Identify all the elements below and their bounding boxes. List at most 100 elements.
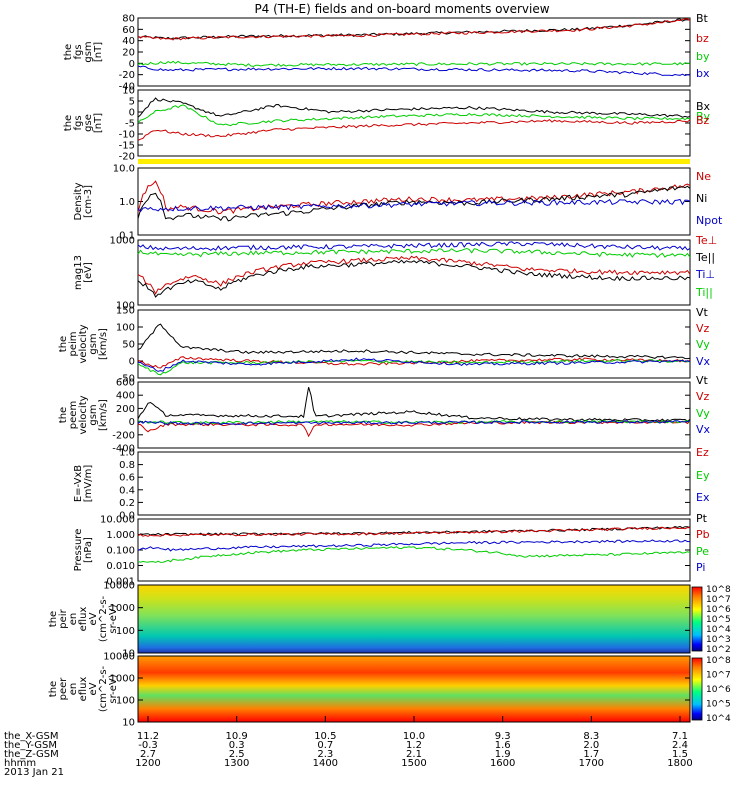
footer-row-label: the_Y-GSM [4, 740, 57, 751]
legend-Vz: Vz [696, 322, 710, 335]
y-tick-label: 600 [116, 378, 135, 389]
y-tick-label: 0 [129, 108, 135, 119]
footer-value: 2.5 [229, 749, 245, 760]
colorbar-tick-label: 10^4 [706, 625, 731, 635]
series-By [137, 104, 691, 127]
series-Vt [137, 323, 691, 360]
y-tick-label: -5 [125, 119, 135, 130]
y-axis-label: Density [cm-3] [73, 182, 94, 220]
footer-value: 10.0 [403, 731, 425, 742]
legend-Pe: Pe [696, 545, 709, 558]
legend-Vx: Vx [696, 423, 711, 436]
footer-value: 8.3 [583, 731, 599, 742]
footer-value: 2.0 [583, 740, 599, 751]
y-label-line: [mV/m] [83, 465, 94, 503]
y-axis-label: the peem velocity gsm [km/s] [58, 395, 109, 434]
y-tick-label: 0.8 [119, 460, 135, 471]
y-label-line: [km/s] [98, 328, 109, 360]
footer-value: -0.3 [138, 740, 158, 751]
legend-By: By [696, 110, 711, 123]
y-tick-label: 1000 [110, 603, 135, 614]
y-axis-label: the fgs gse [nT] [63, 113, 104, 133]
footer-row-label: the_Z-GSM [4, 749, 59, 760]
y-tick-label: 60 [122, 25, 135, 36]
y-tick-label: -10 [119, 130, 135, 141]
y-tick-label: 0.010 [106, 561, 135, 572]
legend-Ti⊥: Ti⊥ [695, 268, 715, 281]
panel-density: 10.0 1.0 0.1 Density [cm-3] Ne Ni Npot [73, 164, 723, 242]
legend-Npot: Npot [696, 214, 723, 227]
y-tick-label: 1000 [110, 236, 135, 247]
colorbar-tick-label: 10^6 [706, 685, 731, 695]
legend-Pb: Pb [696, 528, 710, 541]
y-label-line: Pressure [73, 529, 84, 572]
y-tick-label: 1.000 [106, 530, 135, 541]
y-label-line: the [63, 115, 74, 131]
footer-value: 1.7 [583, 749, 599, 760]
series-Npot [137, 198, 691, 213]
y-tick-label: 0.4 [119, 485, 135, 496]
colorbar-tick-label: 10^8 [706, 656, 731, 666]
series-Te⊥ [137, 255, 691, 295]
legend-Te⊥: Te⊥ [695, 234, 717, 247]
y-axis-label: Pressure [nPa] [73, 529, 94, 572]
y-tick-label: 100 [116, 323, 135, 334]
y-tick-label: 100 [116, 696, 135, 707]
footer-value: 0.3 [229, 740, 245, 751]
y-label-line: (cm^2-s- [98, 665, 109, 712]
footer-value: 2.4 [672, 740, 688, 751]
y-tick-label: 10000 [103, 581, 135, 592]
y-tick-label: 80 [122, 14, 135, 25]
y-axis-label: the peim velocity gsm [km/s] [58, 324, 109, 363]
legend-Ni: Ni [696, 192, 707, 205]
series-Pi [137, 539, 691, 552]
y-label-line: E=-VxB [73, 465, 84, 502]
panel-peim-velocity: 150 100 50 0 -50 the peim velocity gsm [km/s] Vt Vz… [58, 306, 711, 385]
colorbar-tick-label: 10^4 [706, 714, 731, 724]
legend-Ez: Ez [696, 446, 709, 459]
footer-value: 9.3 [495, 731, 511, 742]
series-Ti⊥ [137, 241, 691, 251]
y-tick-label: 10 [122, 718, 135, 729]
series-Ti|| [137, 247, 691, 259]
footer-value: 1.2 [406, 740, 422, 751]
y-tick-label: 400 [116, 391, 135, 402]
series-by [137, 60, 691, 67]
y-tick-label: 0 [129, 417, 135, 428]
y-label-line: eflux [78, 607, 89, 632]
footer-row-label: the_X-GSM [4, 731, 58, 742]
ephemeris-footer: the_X-GSM 11.2 10.9 10.5 10.0 9.3 8.3 7.1 the_Y-… [4, 716, 693, 778]
y-tick-label: -50 [119, 374, 135, 385]
y-tick-label: 0 [129, 357, 135, 368]
series-bz [137, 18, 691, 41]
quality-flag-bar [138, 159, 690, 164]
y-label-line: en [68, 613, 79, 626]
y-axis-label: mag13 [eV] [73, 255, 94, 290]
panel-e-field: 1.00.8 0.60.4 0.2 0.0 E=-VxB [mV/m] Ez Ey Ex [73, 446, 710, 522]
y-label-line: the [58, 336, 69, 352]
y-tick-label: 50 [122, 340, 135, 351]
legend-Bz: Bz [696, 114, 710, 127]
y-tick-label: -400 [112, 444, 135, 455]
y-label-line: gse [83, 114, 94, 132]
y-label-line: gsm [83, 41, 94, 62]
y-tick-label: -15 [119, 141, 135, 152]
series-Vx [137, 420, 691, 426]
footer-value: 1300 [224, 758, 249, 769]
y-tick-label: 10.0 [113, 164, 135, 175]
y-tick-label: -20 [119, 152, 135, 163]
series-Ne [137, 180, 691, 215]
y-tick-label: -200 [112, 430, 135, 441]
footer-value: 1800 [667, 758, 692, 769]
footer-value: 1.5 [672, 749, 688, 760]
y-tick-label: 1.0 [119, 448, 135, 459]
y-tick-label: 40 [122, 36, 135, 47]
y-label-line: [eV] [83, 262, 94, 283]
colorbar-tick-label: 10^7 [706, 595, 731, 605]
